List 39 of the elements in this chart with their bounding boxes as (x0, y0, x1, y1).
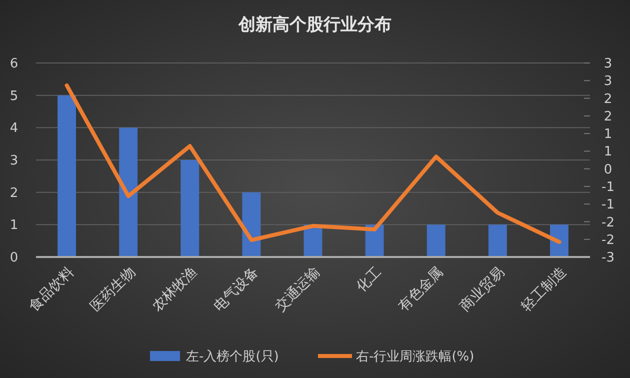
y-tick-label: 2 (10, 186, 18, 201)
y2-tick-label: 2 (604, 92, 612, 107)
y2-tick-label: -3 (602, 250, 614, 266)
y2-tick-label: -2 (602, 232, 614, 248)
y2-tick-label: 1 (604, 127, 612, 142)
x-tick-label: 医药生物 (88, 264, 139, 315)
y-tick-label: 6 (10, 56, 18, 72)
x-tick-label: 轻工制造 (518, 264, 570, 315)
x-tick-label: 有色金属 (395, 264, 446, 315)
y-tick-label: 5 (10, 88, 18, 104)
y2-tick-label: 2 (604, 109, 612, 124)
x-tick-label: 农林牧渔 (149, 264, 200, 315)
bar (180, 160, 200, 257)
y2-tick-label: -1 (602, 180, 614, 196)
y-tick-label: 0 (10, 250, 18, 266)
chart-title: 创新高个股行业分布 (238, 15, 392, 35)
x-tick-label: 电气设备 (210, 264, 262, 315)
y2-tick-label: 3 (604, 74, 612, 90)
bar (242, 192, 261, 257)
y2-tick-label: 3 (604, 56, 612, 72)
y-tick-label: 4 (10, 121, 18, 136)
y2-tick-label: -2 (602, 215, 614, 230)
legend-label: 右-行业周涨跌幅(%) (356, 350, 474, 365)
bar (58, 95, 76, 257)
x-tick-label: 商业贸易 (457, 264, 508, 315)
y2-tick-label: 0 (604, 162, 612, 178)
y2-tick-label: -1 (602, 198, 614, 213)
bar (550, 224, 568, 257)
legend-label: 左-入榜个股(只) (186, 350, 279, 365)
y-tick-label: 3 (10, 154, 18, 169)
bar (426, 224, 446, 257)
x-tick-label: 食品饮料 (26, 264, 78, 315)
x-tick-label: 交通运输 (272, 264, 324, 315)
y-tick-label: 1 (10, 218, 18, 234)
bar (488, 224, 507, 257)
line-series (64, 83, 562, 244)
y2-tick-label: 1 (604, 144, 612, 160)
bar (119, 128, 138, 257)
x-tick-label: 化工 (354, 264, 385, 296)
